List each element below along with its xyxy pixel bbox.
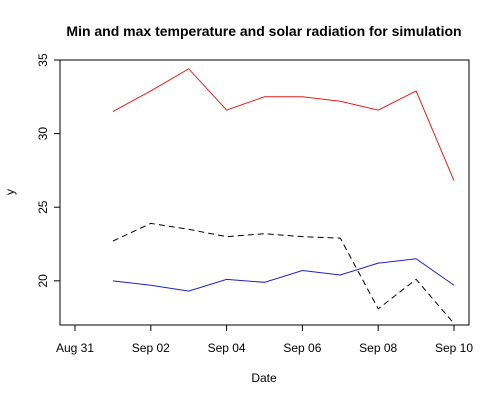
x-tick-label: Sep 06: [283, 341, 321, 355]
y-tick-label: 30: [36, 127, 50, 141]
plot-frame: [59, 59, 470, 326]
series-layer: [112, 68, 455, 324]
x-tick-label: Sep 08: [359, 341, 397, 355]
x-axis: Aug 31 Sep 02 Sep 04 Sep 06 Sep 08 Sep 10: [56, 325, 473, 355]
x-axis-label: Date: [251, 371, 277, 385]
x-tick-label: Aug 31: [56, 341, 94, 355]
x-tick-label: Sep 10: [435, 341, 473, 355]
series-line-1: [112, 68, 455, 181]
series-line-3: [112, 258, 455, 292]
y-axis: 20 25 30 35: [36, 53, 60, 288]
y-axis-label: y: [3, 189, 17, 195]
x-tick-label: Sep 02: [132, 341, 170, 355]
y-tick-label: 25: [36, 200, 50, 214]
x-tick-label: Sep 04: [208, 341, 246, 355]
y-tick-label: 35: [36, 53, 50, 67]
series-line-2: [112, 222, 455, 324]
y-tick-label: 20: [36, 274, 50, 288]
chart-title: Min and max temperature and solar radiat…: [66, 23, 461, 39]
